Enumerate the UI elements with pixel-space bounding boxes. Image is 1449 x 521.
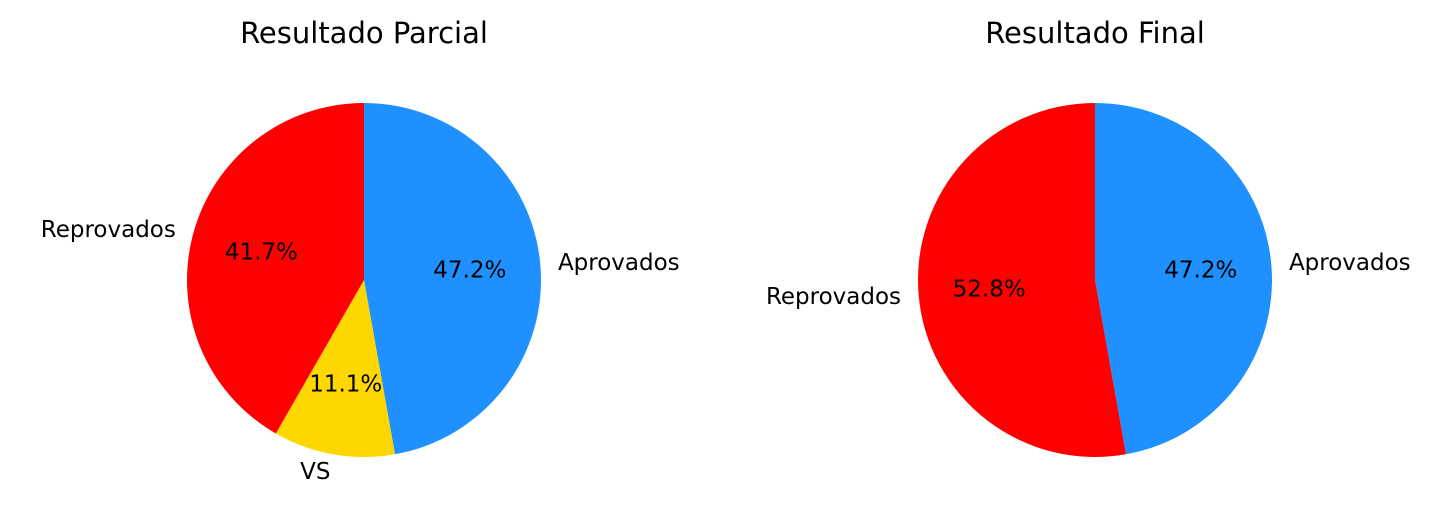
pie-slice-aprovados <box>364 103 541 455</box>
slice-label-aprovados: Aprovados <box>1289 250 1411 276</box>
slice-label-reprovados: Reprovados <box>41 217 176 243</box>
pie-labels: Aprovados 47.2% Reprovados 52.8% <box>766 250 1411 310</box>
slice-label-vs: VS <box>300 459 330 485</box>
pie-slice-vs <box>275 280 395 457</box>
pie-slice-reprovados <box>917 103 1126 458</box>
pie-slice-reprovados <box>186 103 364 434</box>
slice-percent-aprovados: 47.2% <box>1164 258 1237 284</box>
chart-title: Resultado Final <box>985 16 1205 50</box>
slice-percent-reprovados: 52.8% <box>953 276 1026 302</box>
pie-slices <box>186 103 541 457</box>
pie-chart-resultado-final: Resultado Final Aprovados 47.2% Reprovados… <box>766 16 1411 458</box>
slice-label-reprovados: Reprovados <box>766 284 901 310</box>
pie-slices <box>917 103 1272 458</box>
pie-labels: Aprovados 47.2% VS 11.1% Reprovados 41.7% <box>41 217 680 485</box>
slice-percent-aprovados: 47.2% <box>433 258 506 284</box>
pie-chart-resultado-parcial: Resultado Parcial Aprovados 47.2% VS 11.1% R… <box>41 16 680 485</box>
pie-slice-aprovados <box>1095 103 1272 455</box>
slice-label-aprovados: Aprovados <box>558 250 680 276</box>
slice-percent-vs: 11.1% <box>309 372 382 398</box>
chart-title: Resultado Parcial <box>240 16 488 50</box>
slice-percent-reprovados: 41.7% <box>225 240 298 266</box>
